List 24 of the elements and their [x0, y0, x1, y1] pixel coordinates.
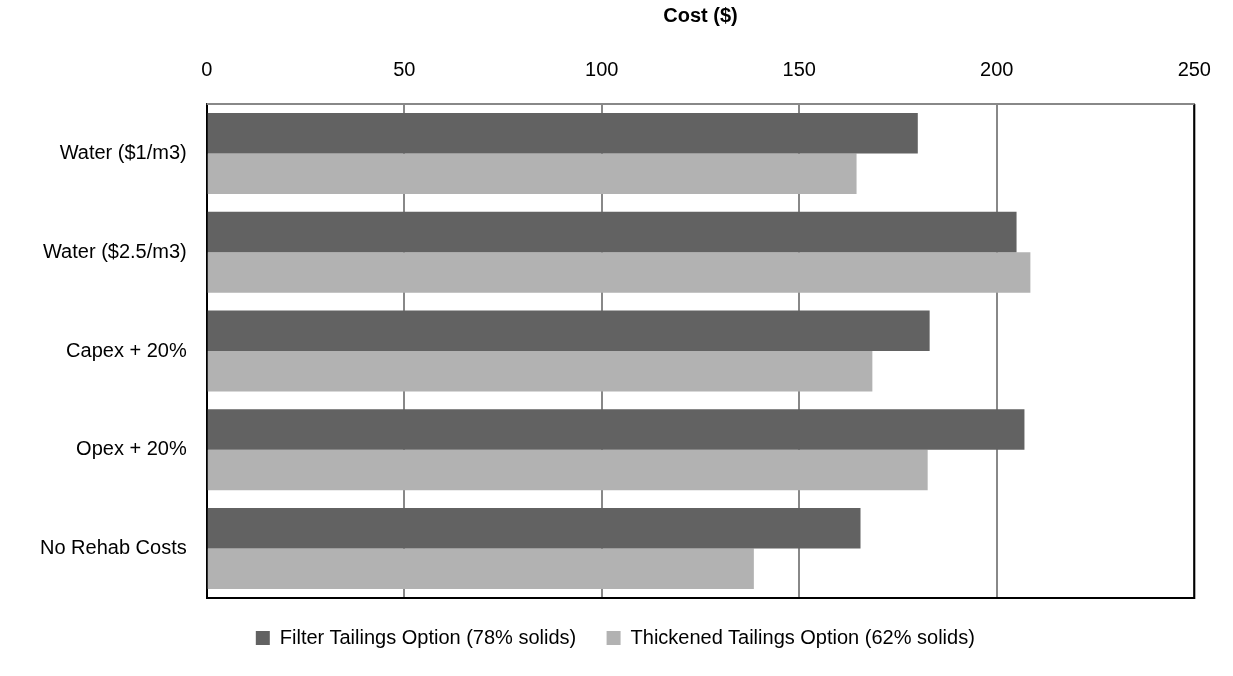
- bar: [207, 252, 1031, 293]
- bar: [207, 409, 1025, 450]
- bar: [207, 112, 918, 154]
- bar: [207, 351, 873, 392]
- y-tick-label: Opex + 20%: [76, 437, 187, 460]
- bar: [207, 548, 754, 590]
- bar: [207, 449, 928, 491]
- legend-label: Filter Tailings Option (78% solids): [279, 625, 577, 648]
- bar: [207, 508, 861, 549]
- bar: [207, 310, 930, 351]
- y-tick-label: Water ($2.5/m3): [42, 239, 187, 262]
- x-tick-label: 100: [585, 57, 619, 80]
- x-axis-title: Cost ($): [663, 3, 738, 26]
- bar: [207, 211, 1017, 253]
- x-tick-label: 0: [201, 57, 213, 80]
- y-tick-label: No Rehab Costs: [39, 536, 187, 559]
- y-tick-label: Capex + 20%: [66, 338, 187, 361]
- bar: [207, 153, 857, 194]
- y-tick-label: Water ($1/m3): [59, 140, 187, 163]
- x-tick-label: 200: [980, 57, 1014, 80]
- x-tick-label: 150: [782, 57, 816, 80]
- legend-label: Thickened Tailings Option (62% solids): [630, 625, 975, 648]
- x-tick-label: 250: [1177, 57, 1211, 80]
- x-tick-label: 50: [393, 57, 416, 80]
